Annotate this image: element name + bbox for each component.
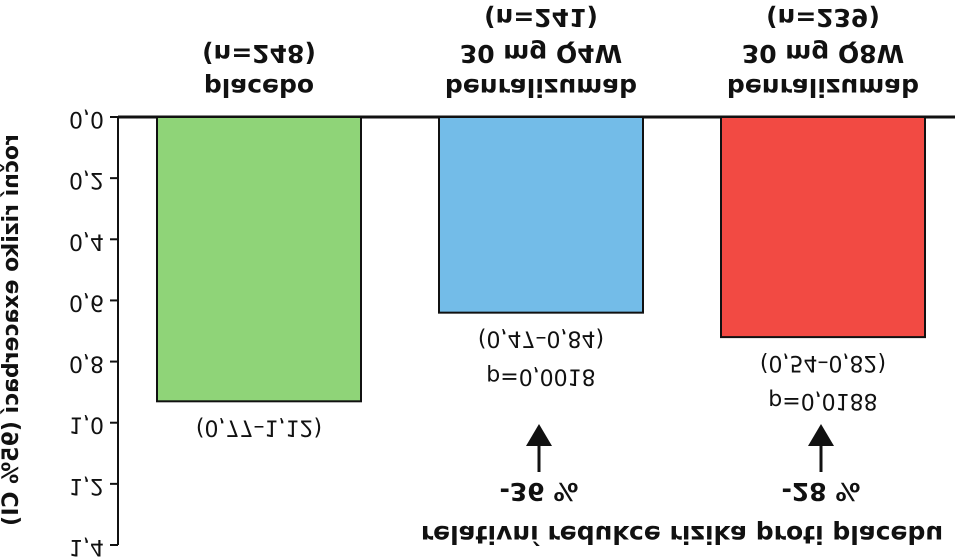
bar <box>438 116 644 314</box>
ci-label: (0,77–1,12) <box>196 414 322 439</box>
y-tick-label: 0,2 <box>69 167 104 192</box>
y-tick-label: 1,0 <box>69 412 104 437</box>
category-label-line2: 30 mg Q4W <box>460 39 622 68</box>
labels: placebo (n=248) (0,77–1,12) benralizumab 30 … <box>196 3 943 549</box>
y-tick-label: 1,4 <box>69 534 104 559</box>
p-value-label: p=0,0188 <box>768 388 877 413</box>
bars <box>156 116 926 403</box>
y-tick-label: 1,2 <box>69 473 104 498</box>
p-value-label: p=0,0018 <box>486 364 595 389</box>
category-label-n: (n=239) <box>766 3 880 32</box>
y-tick-label: 0,6 <box>69 289 104 314</box>
category-label-line1: placebo <box>204 73 314 102</box>
y-axis-title: roční riziko exacerbací (95% CI) <box>0 134 24 526</box>
y-tick-label: 0,8 <box>69 351 104 376</box>
y-tick-label: 0,0 <box>69 106 104 131</box>
category-label-line2: 30 mg Q8W <box>742 39 904 68</box>
category-label-line1: benralizumab <box>445 73 637 102</box>
category-label-n: (n=248) <box>202 39 316 68</box>
risk-reduction-annotation: relativní redukce rizika proti placebu <box>421 520 943 549</box>
category-label-n: (n=241) <box>484 3 598 32</box>
y-tick-label: 0,4 <box>69 228 104 253</box>
bar <box>720 116 926 339</box>
bar <box>156 116 362 403</box>
ci-label: (0,47–0,84) <box>478 326 604 351</box>
category-label-line1: benralizumab <box>727 73 919 102</box>
relative-reduction-label: -36 % <box>500 477 579 506</box>
up-arrow-icon <box>808 424 834 446</box>
ci-label: (0,54–0,82) <box>760 350 886 375</box>
relative-reduction-label: -28 % <box>782 477 861 506</box>
up-arrow-icon <box>526 424 552 446</box>
